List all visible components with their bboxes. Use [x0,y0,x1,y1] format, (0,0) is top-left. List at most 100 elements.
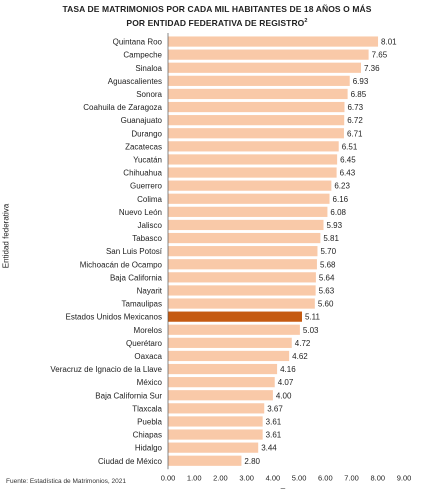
chart-title-line2: por entidad federativa de registro [126,17,305,28]
x-tick-label-0: 0.00 [161,473,176,482]
category-label-31: Hidalgo [135,444,163,453]
x-tick-label-5: 5.00 [292,473,307,482]
value-label-7: 6.71 [347,129,363,138]
value-label-5: 6.73 [347,103,363,112]
bar-28 [168,403,265,414]
bar-22 [168,324,300,335]
value-label-21: 5.11 [305,313,321,322]
bar-18 [168,272,316,283]
chart-title-line1: Tasa de matrimonios por cada mil habitan… [62,4,372,14]
bar-9 [168,154,338,165]
bar-6 [168,115,345,126]
value-label-11: 6.23 [334,182,350,191]
x-tick-label-4: 4.00 [266,473,281,482]
bar-32 [168,455,242,466]
value-label-2: 7.36 [364,64,380,73]
value-label-6: 6.72 [347,116,363,125]
value-label-12: 6.16 [333,195,349,204]
bar-16 [168,246,318,257]
category-label-11: Guerrero [130,182,163,191]
category-label-0: Quintana Roo [113,38,163,47]
value-label-14: 5.93 [327,221,343,230]
bar-11 [168,180,332,191]
value-label-17: 5.68 [320,260,336,269]
value-label-22: 5.03 [303,326,319,335]
bar-24 [168,350,290,362]
bar-23 [168,337,292,348]
category-label-25: Veracruz de Ignacio de la Llave [50,365,162,374]
category-label-7: Durango [131,129,162,138]
bar-0 [168,36,379,47]
bar-20 [168,298,315,309]
bar-2 [168,62,361,73]
source-note: Fuente: Estadística de Matrimonios, 2021 [6,478,126,485]
category-label-2: Sinaloa [135,64,162,73]
bar-1 [168,49,369,60]
x-tick-label-7: 7.00 [344,473,359,482]
category-label-4: Sonora [136,90,162,99]
value-label-15: 5.81 [323,234,339,243]
bar-21 [168,311,302,322]
value-label-28: 3.67 [267,404,283,413]
category-label-18: Baja California [110,273,163,282]
category-label-17: Michoacán de Ocampo [80,260,163,269]
bar-19 [168,285,316,296]
bar-26 [168,377,275,388]
category-label-10: Chihuahua [123,169,162,178]
bar-4 [168,88,348,100]
value-label-23: 4.72 [295,339,311,348]
value-label-10: 6.43 [340,169,356,178]
bar-27 [168,390,273,401]
value-label-20: 5.60 [318,300,334,309]
category-label-8: Zacatecas [125,142,162,151]
category-label-22: Morelos [134,326,162,335]
category-label-9: Yucatán [133,155,162,164]
value-label-19: 5.63 [319,286,335,295]
category-label-13: Nuevo León [119,208,162,217]
category-label-1: Campeche [123,51,162,60]
value-label-30: 3.61 [266,431,282,440]
category-label-3: Aguascalientes [108,77,162,86]
bar-31 [168,442,259,453]
bar-15 [168,232,321,244]
category-label-16: San Luis Potosí [106,247,163,256]
bar-3 [168,75,350,86]
x-tick-label-1: 1.00 [187,473,202,482]
value-label-32: 2.80 [244,457,260,466]
x-tick-label-9: 9.00 [397,473,412,482]
category-label-24: Oaxaca [134,352,162,361]
value-label-13: 6.08 [330,208,346,217]
value-label-1: 7.65 [372,51,388,60]
category-label-12: Colima [137,195,162,204]
bar-7 [168,128,344,139]
value-label-25: 4.16 [280,365,296,374]
x-tick-label-8: 8.00 [370,473,385,482]
bar-14 [168,219,324,231]
bar-17 [168,259,317,270]
value-label-0: 8.01 [381,38,397,47]
x-tick-label-3: 3.00 [239,473,254,482]
value-label-24: 4.62 [292,352,308,361]
bar-10 [168,167,337,178]
category-label-21: Estados Unidos Mexicanos [66,313,163,322]
bar-12 [168,193,330,204]
bar-29 [168,416,263,427]
bar-25 [168,363,278,375]
value-label-31: 3.44 [261,444,277,453]
category-label-26: México [137,378,163,387]
category-label-27: Baja California Sur [95,391,162,400]
category-label-29: Puebla [137,417,162,426]
value-label-3: 6.93 [353,77,369,86]
value-label-9: 6.45 [340,155,356,164]
value-label-18: 5.64 [319,273,335,282]
category-label-6: Guanajuato [121,116,163,125]
value-label-16: 5.70 [320,247,336,256]
category-label-15: Tabasco [132,234,162,243]
value-label-26: 4.07 [278,378,294,387]
title-superscript: 2 [304,18,308,24]
bar-13 [168,206,328,217]
category-label-20: Tamaulipas [122,300,162,309]
bar-30 [168,429,263,440]
category-label-30: Chiapas [133,431,162,440]
